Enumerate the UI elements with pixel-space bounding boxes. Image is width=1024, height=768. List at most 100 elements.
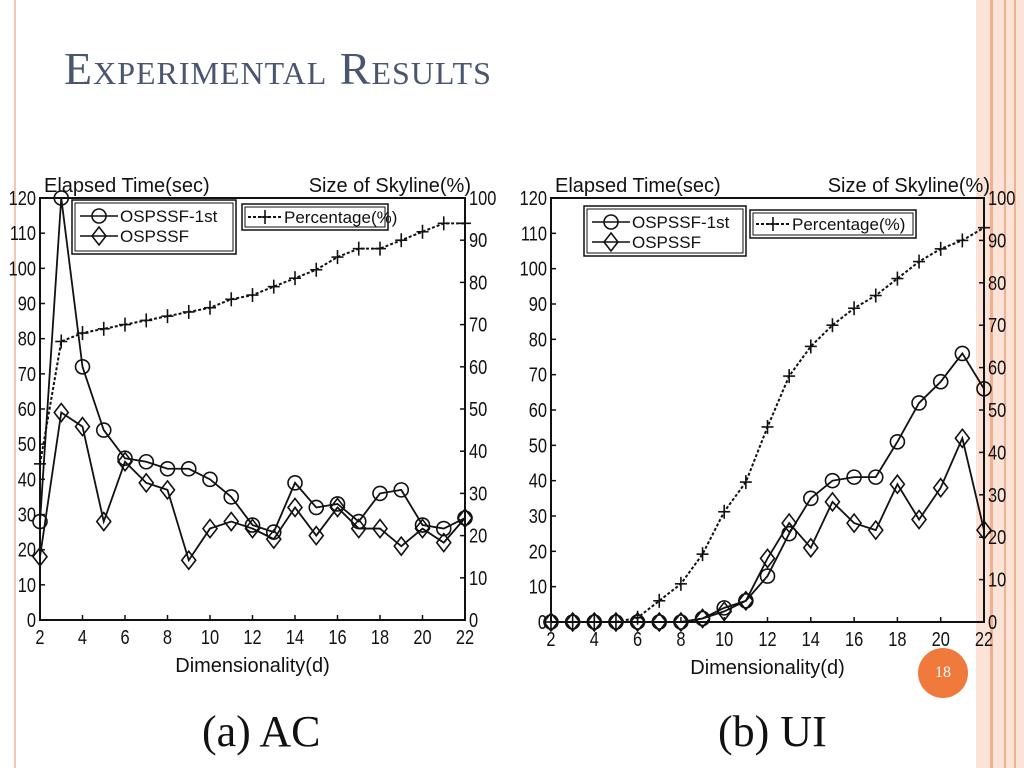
- data-point: [911, 509, 928, 530]
- data-point: [161, 309, 174, 324]
- series-ospssf: [542, 427, 993, 633]
- data-point: [310, 262, 323, 277]
- y-right-tick-label: 20: [988, 526, 1006, 549]
- legend-marker: [767, 217, 779, 231]
- data-point: [718, 504, 731, 519]
- y-left-tick-label: 50: [18, 433, 36, 456]
- data-point: [586, 611, 603, 633]
- data-point: [975, 519, 993, 541]
- data-point: [867, 519, 884, 541]
- data-point: [308, 499, 325, 516]
- data-point: [138, 472, 155, 494]
- data-point: [416, 224, 429, 239]
- data-point: [223, 511, 240, 532]
- data-point: [371, 518, 389, 539]
- y-right-tick-label: 60: [469, 355, 487, 378]
- y-left-tick-label: 10: [18, 573, 36, 596]
- y-left-tick-label: 60: [529, 398, 547, 421]
- y-right-tick-label: 100: [988, 186, 1015, 209]
- legend-inner-box: [586, 208, 744, 254]
- data-point: [889, 433, 906, 450]
- legend-label: OSPSSF-1st: [120, 207, 218, 226]
- legend-marker: [602, 231, 620, 253]
- y-right-tick-label: 40: [469, 440, 487, 463]
- y-left-tick-label: 120: [520, 186, 547, 209]
- legend-inner-box: [74, 202, 234, 252]
- data-point: [459, 216, 471, 231]
- data-point: [609, 615, 622, 629]
- data-point: [802, 490, 819, 507]
- data-point: [393, 535, 410, 557]
- x-tick-label: 8: [676, 627, 685, 650]
- y-left-tick-label: 100: [520, 257, 547, 280]
- x-tick-label: 4: [590, 627, 599, 650]
- x-tick-label: 2: [546, 627, 555, 650]
- y-right-tick-label: 90: [469, 229, 487, 252]
- data-point: [696, 547, 709, 562]
- x-tick-label: 16: [328, 625, 346, 648]
- data-point: [911, 395, 927, 411]
- legend-label: Percentage(%): [792, 215, 905, 234]
- data-point: [159, 460, 176, 477]
- data-point: [329, 497, 346, 518]
- y-left-axis-title: Elapsed Time(sec): [44, 175, 210, 197]
- page-number-badge: 18: [918, 648, 968, 698]
- data-point: [737, 590, 754, 612]
- data-point: [802, 537, 819, 559]
- data-point: [244, 518, 261, 539]
- data-point: [653, 593, 666, 608]
- data-point: [201, 518, 219, 539]
- x-tick-label: 22: [456, 625, 474, 648]
- data-point: [53, 402, 70, 423]
- data-point: [954, 345, 971, 362]
- y-right-tick-label: 50: [469, 397, 487, 420]
- legend-label: OSPSSF-1st: [632, 213, 730, 232]
- series-ospssf-1st: [543, 345, 992, 630]
- data-point: [716, 601, 733, 622]
- data-point: [891, 271, 904, 286]
- slide-title: Experimental Results: [64, 43, 492, 94]
- y-left-tick-label: 80: [529, 328, 547, 351]
- y-left-tick-label: 100: [9, 257, 36, 280]
- data-point: [846, 469, 862, 485]
- y-left-tick-label: 120: [9, 186, 36, 209]
- y-right-axis-title: Size of Skyline(%): [828, 175, 990, 197]
- legend-marker: [91, 208, 107, 224]
- data-point: [117, 450, 133, 467]
- data-point: [202, 471, 218, 488]
- data-point: [956, 233, 969, 248]
- legend-label: OSPSSF: [120, 227, 189, 246]
- y-left-tick-label: 0: [538, 610, 547, 633]
- y-left-tick-label: 90: [18, 292, 36, 315]
- series-line: [39, 410, 466, 563]
- y-left-tick-label: 50: [529, 434, 547, 457]
- data-point: [246, 288, 259, 303]
- data-point: [694, 608, 711, 629]
- data-point: [932, 477, 949, 499]
- plot-frame: [39, 197, 466, 621]
- data-point: [180, 460, 197, 477]
- y-left-tick-label: 60: [18, 397, 36, 420]
- data-point: [846, 512, 863, 534]
- y-right-tick-label: 70: [988, 314, 1006, 337]
- y-right-tick-label: 0: [469, 608, 478, 631]
- data-point: [286, 497, 304, 518]
- data-point: [97, 321, 110, 336]
- y-left-axis-title: Elapsed Time(sec): [555, 175, 721, 197]
- x-axis-title: Dimensionality(d): [175, 655, 330, 677]
- series-percentage: [545, 220, 990, 629]
- legend-marker: [603, 214, 619, 230]
- y-left-tick-label: 90: [529, 292, 547, 315]
- data-point: [32, 513, 48, 530]
- data-point: [414, 517, 431, 533]
- y-right-tick-label: 20: [469, 524, 487, 547]
- right-frame-line-1: [990, 0, 993, 768]
- x-tick-label: 20: [413, 625, 431, 648]
- legend-box: [749, 209, 917, 239]
- y-right-tick-label: 30: [988, 483, 1006, 506]
- y-left-tick-label: 20: [18, 538, 36, 561]
- y-right-tick-label: 80: [469, 271, 487, 294]
- data-point: [116, 451, 134, 473]
